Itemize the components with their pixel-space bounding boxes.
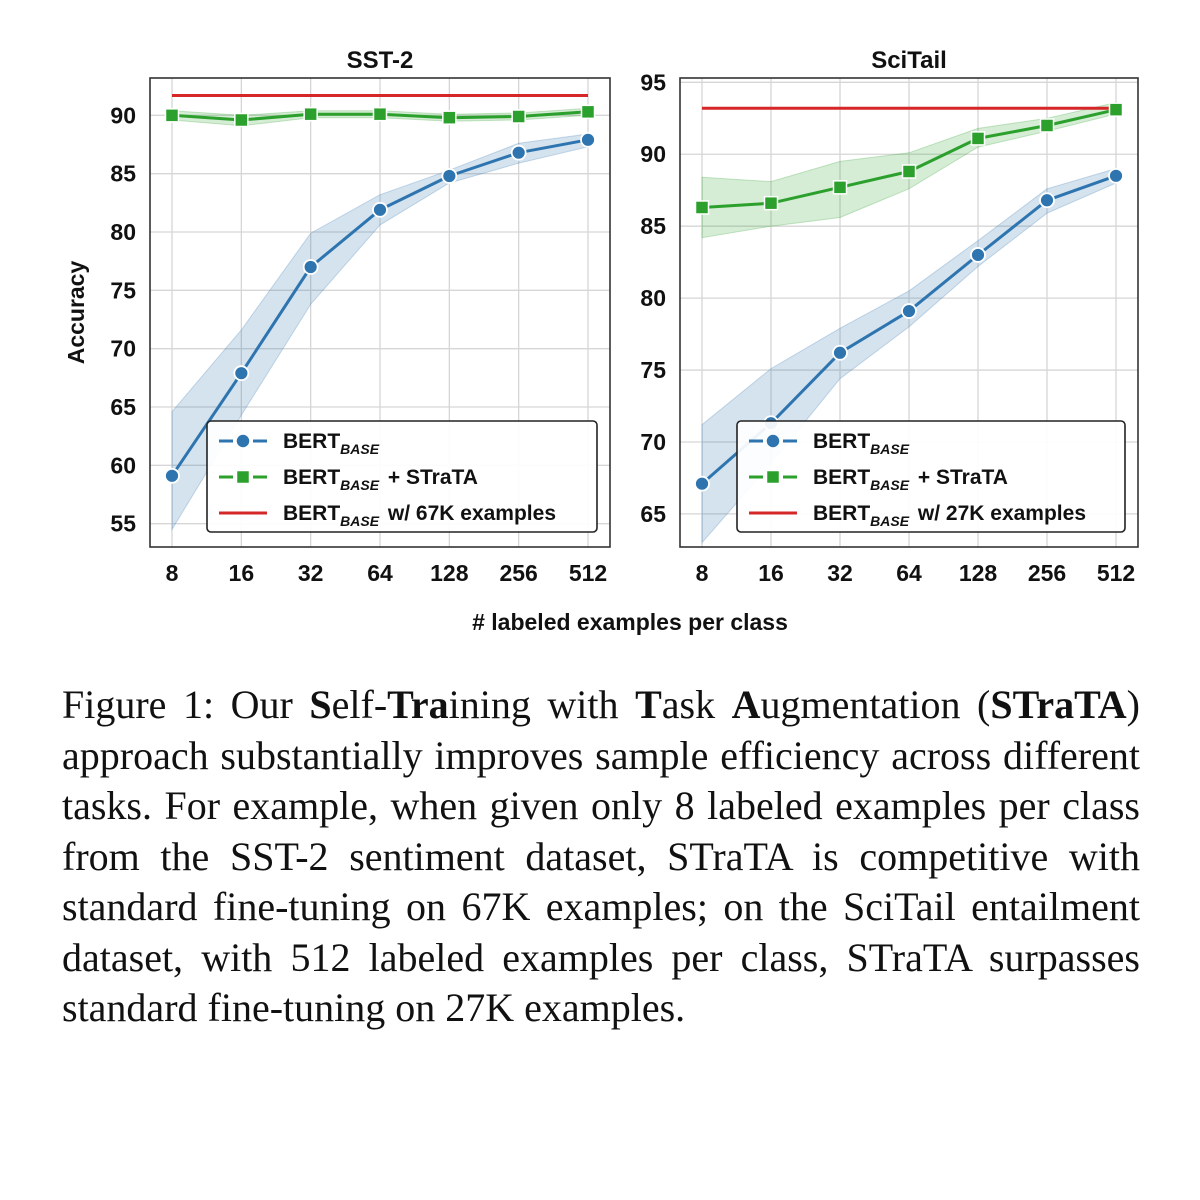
panel1-x-tick-label: 32 bbox=[298, 560, 324, 586]
panel2-legend-label: BERTBASE bbox=[813, 430, 910, 457]
panel2-series1-point bbox=[1039, 192, 1055, 209]
panel1-x-tick-label: 256 bbox=[499, 560, 537, 586]
panel1-legend-label: BERTBASE w/ 67K examples bbox=[283, 502, 556, 529]
panel2-x-tick-label: 32 bbox=[827, 560, 853, 586]
panel1-y-tick-label: 80 bbox=[110, 219, 136, 245]
panel2-series2-point bbox=[901, 164, 917, 179]
panel2-x-tick-label: 8 bbox=[696, 560, 709, 586]
panel2-x-tick-label: 64 bbox=[896, 560, 922, 586]
panel1-y-tick-label: 90 bbox=[110, 102, 136, 128]
panel1-series1-point bbox=[164, 467, 180, 484]
panel2-series2-point bbox=[1039, 118, 1055, 133]
panel2-y-tick-label: 65 bbox=[640, 501, 666, 527]
panel2-series1-point bbox=[970, 247, 986, 263]
panel1-x-tick-label: 16 bbox=[229, 560, 255, 586]
panel1-y-tick-label: 65 bbox=[110, 394, 136, 420]
panel1-series1-point bbox=[302, 259, 319, 275]
panel1-x-tick-label: 128 bbox=[430, 560, 469, 586]
panel1-series1-point bbox=[372, 201, 388, 218]
panel1-legend-box bbox=[206, 420, 598, 533]
panel2-series2-point bbox=[970, 131, 986, 146]
panel2-legend-marker bbox=[765, 469, 781, 485]
panel1-y-axis-label: Accuracy bbox=[63, 261, 89, 365]
panel1-series1-point bbox=[510, 144, 527, 161]
panel2-series1-point bbox=[901, 303, 917, 319]
panel2-legend-marker bbox=[765, 433, 781, 449]
panel2-y-tick-label: 80 bbox=[640, 285, 666, 311]
panel1-title: SST-2 bbox=[347, 47, 414, 74]
panel1-series1-point bbox=[233, 365, 250, 382]
panel2-y-tick-label: 75 bbox=[640, 357, 666, 383]
panel1-series2-point bbox=[442, 110, 457, 125]
panel1-series1-point bbox=[441, 168, 458, 184]
panel-scitail: SciTail 8 16 32 64 128 256 512 65 70 75 80 85 90 95 BER… bbox=[640, 47, 1139, 586]
panel2-series2-point bbox=[832, 180, 848, 195]
panel2-y-tick-label: 70 bbox=[640, 429, 666, 455]
panel1-legend-label: BERTBASE + STraTA bbox=[283, 466, 478, 493]
panel2-title: SciTail bbox=[871, 47, 947, 74]
panel1-legend-marker bbox=[235, 469, 251, 485]
panel2-series2-point bbox=[763, 195, 779, 211]
panel1-series2-point bbox=[580, 104, 596, 120]
panel2-series1-point bbox=[1108, 167, 1124, 184]
panel2-legend-label: BERTBASE w/ 27K examples bbox=[813, 502, 1086, 529]
panel2-x-tick-label: 256 bbox=[1028, 560, 1066, 586]
panel1-series2-point bbox=[372, 106, 388, 122]
shared-x-axis-label: # labeled examples per class bbox=[472, 609, 788, 635]
panel1-y-tick-label: 60 bbox=[110, 452, 136, 478]
panel1-series1-point bbox=[580, 131, 596, 148]
panel1-series2-point bbox=[164, 108, 180, 123]
panel1-series2-point bbox=[234, 112, 249, 128]
panel2-legend-box bbox=[736, 420, 1126, 533]
panel2-y-tick-label: 85 bbox=[640, 213, 666, 239]
panel1-legend-marker bbox=[235, 433, 251, 449]
panel2-series1-point bbox=[694, 475, 710, 492]
panel1-x-tick-label: 8 bbox=[166, 560, 179, 586]
figure-caption: Figure 1: Our Self-Training with Task Au… bbox=[62, 682, 1140, 1030]
panel1-y-tick-label: 55 bbox=[110, 511, 136, 537]
panel1-series2-point bbox=[511, 109, 526, 124]
panel2-series1-point bbox=[832, 344, 848, 361]
panel2-plot-frame bbox=[679, 77, 1139, 548]
panel2-series2-point bbox=[1108, 102, 1124, 117]
panel2-y-tick-label: 95 bbox=[640, 69, 666, 95]
panel-sst2: SST-2 8 16 32 64 128 256 512 55 60 65 70 75 80 85 90 Acc… bbox=[63, 47, 611, 586]
panel2-x-tick-label: 16 bbox=[758, 560, 784, 586]
panel1-y-tick-label: 75 bbox=[110, 277, 136, 303]
panel1-x-tick-label: 512 bbox=[569, 560, 607, 586]
panel1-legend-label: BERTBASE bbox=[283, 430, 380, 457]
panel2-series2-point bbox=[694, 200, 710, 215]
figure-chart: # labeled examples per class SST-2 8 16 32 6… bbox=[63, 47, 1139, 635]
panel2-x-tick-label: 512 bbox=[1097, 560, 1135, 586]
panel2-y-tick-label: 90 bbox=[640, 141, 666, 167]
panel2-legend: BERTBASE BERTBASE + STraTA BERTBASE w/ 27K… bbox=[736, 420, 1126, 533]
panel1-y-tick-label: 70 bbox=[110, 336, 136, 362]
panel1-y-tick-label: 85 bbox=[110, 161, 136, 187]
panel2-legend-label: BERTBASE + STraTA bbox=[813, 466, 1008, 493]
panel1-legend: BERTBASE BERTBASE + STraTA BERTBASE w/ 67K… bbox=[206, 420, 598, 533]
panel1-series2-point bbox=[303, 106, 318, 122]
panel1-x-tick-label: 64 bbox=[367, 560, 393, 586]
panel1-plot-frame bbox=[149, 77, 611, 548]
panel2-x-tick-label: 128 bbox=[959, 560, 998, 586]
